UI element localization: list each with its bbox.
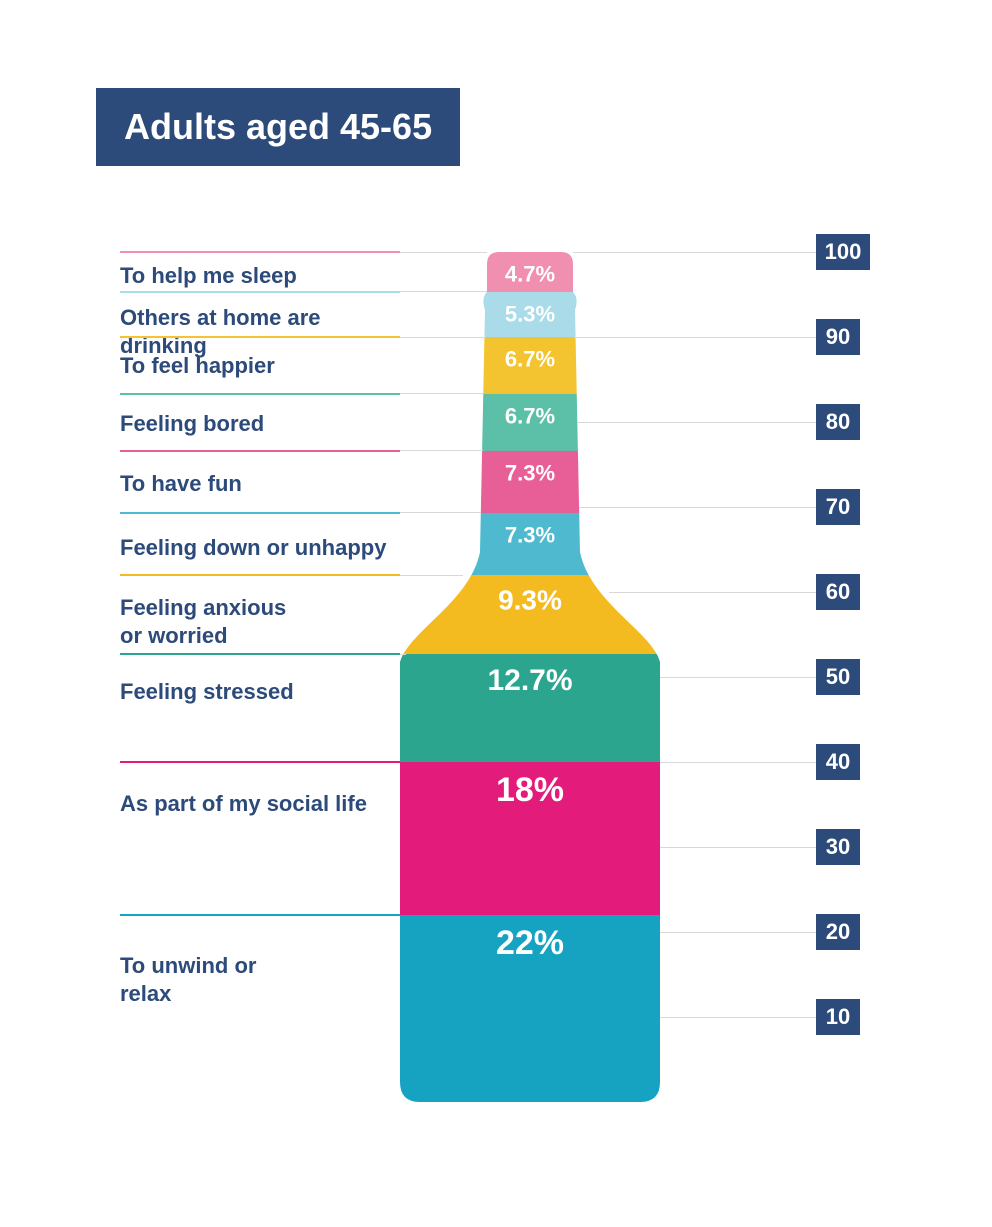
segment-label-5: Feeling down or unhappy xyxy=(120,534,400,562)
scale-badge-50: 50 xyxy=(816,659,860,695)
segment-label-3: Feeling bored xyxy=(120,410,400,438)
scale-badge-60: 60 xyxy=(816,574,860,610)
scale-line-40 xyxy=(660,762,816,763)
divider-8 xyxy=(120,761,400,763)
divider-3 xyxy=(120,393,400,395)
scale-line-30 xyxy=(660,847,816,848)
segment-value-2: 6.7% xyxy=(505,347,555,372)
divider-6 xyxy=(120,574,400,576)
divider-7 xyxy=(120,653,400,655)
segment-label-9: To unwind orrelax xyxy=(120,952,400,1007)
chart-title: Adults aged 45-65 xyxy=(96,88,460,166)
scale-line-100 xyxy=(573,252,816,253)
segment-value-9: 22% xyxy=(496,924,564,962)
divider-1 xyxy=(120,291,400,293)
scale-badge-70: 70 xyxy=(816,489,860,525)
divider-5 xyxy=(120,512,400,514)
segment-label-2: To feel happier xyxy=(120,352,400,380)
segment-label-7: Feeling stressed xyxy=(120,678,400,706)
divider-9 xyxy=(120,914,400,916)
scale-line-80 xyxy=(577,422,817,423)
segment-value-3: 6.7% xyxy=(505,404,555,429)
segment-value-6: 9.3% xyxy=(498,584,562,615)
segment-label-8: As part of my social life xyxy=(120,790,400,818)
scale-badge-10: 10 xyxy=(816,999,860,1035)
scale-badge-80: 80 xyxy=(816,404,860,440)
segment-value-7: 12.7% xyxy=(487,664,572,697)
segment-label-0: To help me sleep xyxy=(120,262,400,290)
scale-line-60 xyxy=(609,592,816,593)
divider-0 xyxy=(120,251,400,253)
segment-value-1: 5.3% xyxy=(505,302,555,327)
scale-badge-40: 40 xyxy=(816,744,860,780)
scale-line-10 xyxy=(660,1017,816,1018)
scale-badge-30: 30 xyxy=(816,829,860,865)
segment-label-6: Feeling anxiousor worried xyxy=(120,594,400,649)
scale-badge-20: 20 xyxy=(816,914,860,950)
divider-4 xyxy=(120,450,400,452)
scale-badge-100: 100 xyxy=(816,234,870,270)
chart-title-text: Adults aged 45-65 xyxy=(124,106,432,147)
bottle-chart: 4.7%5.3%6.7%6.7%7.3%7.3%9.3%12.7%18%22% … xyxy=(120,252,870,1132)
segment-label-1: Others at home are drinking xyxy=(120,304,400,359)
scale-line-90 xyxy=(574,337,816,338)
segment-label-4: To have fun xyxy=(120,470,400,498)
scale-line-50 xyxy=(660,677,816,678)
bottle-shape: 4.7% 5.3% 6.7% 6.7% 7.3% 7.3% 9.3% 12.7% 18% 22% xyxy=(400,252,660,1102)
scale-line-20 xyxy=(660,932,816,933)
segment-value-5: 7.3% xyxy=(505,523,555,548)
segment-value-0: 4.7% xyxy=(505,262,555,287)
segment-value-8: 18% xyxy=(496,771,564,809)
scale-badge-90: 90 xyxy=(816,319,860,355)
divider-2 xyxy=(120,336,400,338)
scale-line-70 xyxy=(579,507,816,508)
segment-value-4: 7.3% xyxy=(505,461,555,486)
